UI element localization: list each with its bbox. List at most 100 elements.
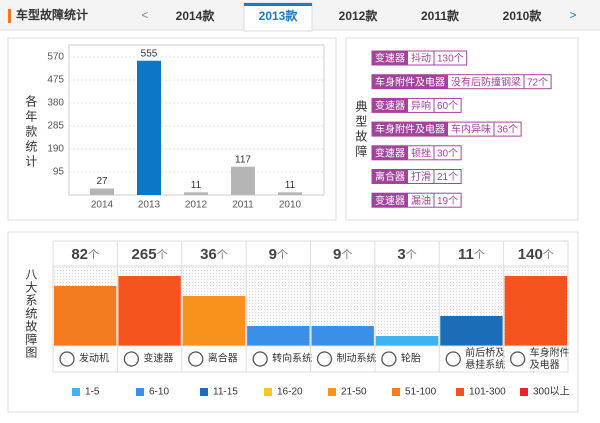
fault-category: 变速器 bbox=[375, 99, 405, 112]
fault-category: 变速器 bbox=[375, 146, 405, 159]
system-label: 发动机 bbox=[79, 352, 109, 365]
fault-panel bbox=[345, 37, 579, 221]
fault-count: 30个 bbox=[437, 147, 458, 159]
count-number: 9 bbox=[333, 246, 341, 263]
count-unit: 个 bbox=[88, 248, 99, 261]
tab-active-bg bbox=[243, 2, 313, 32]
page-title: 车型故障统计 bbox=[16, 7, 88, 22]
year-tab[interactable]: 2010款 bbox=[503, 8, 543, 23]
legend-swatch bbox=[264, 388, 272, 396]
fault-count: 60个 bbox=[437, 100, 458, 112]
count-number: 265 bbox=[132, 246, 157, 263]
system-count: 9个 bbox=[269, 246, 288, 263]
system-count: 36个 bbox=[200, 246, 228, 263]
system-count: 82个 bbox=[71, 246, 99, 263]
legend-swatch bbox=[392, 388, 400, 396]
year-tab[interactable]: 2011款 bbox=[421, 8, 460, 23]
value-label: 11 bbox=[191, 180, 202, 191]
system-label: 制动系统 bbox=[337, 352, 377, 365]
legend-swatch bbox=[328, 388, 336, 396]
count-number: 3 bbox=[397, 246, 405, 263]
tab-active-top bbox=[244, 3, 312, 6]
year-tab[interactable]: 2014款 bbox=[176, 8, 216, 23]
count-unit: 个 bbox=[474, 248, 485, 261]
fault-issue: 打滑 bbox=[411, 170, 431, 183]
value-label: 11 bbox=[285, 180, 296, 191]
title-accent bbox=[8, 9, 11, 23]
system-title: 八大系统故障图 bbox=[24, 268, 38, 359]
plot-frame bbox=[68, 44, 325, 196]
year-tab[interactable]: 2012款 bbox=[339, 8, 379, 23]
bar bbox=[90, 188, 114, 195]
fault-category: 车身附件及电器 bbox=[375, 75, 445, 88]
count-unit: 个 bbox=[406, 248, 417, 261]
system-label: 轮胎 bbox=[401, 352, 421, 365]
label-line: 及电器 bbox=[530, 358, 560, 371]
fault-issue: 漏油 bbox=[411, 194, 431, 207]
system-label: 离合器 bbox=[208, 352, 238, 365]
count-number: 140 bbox=[518, 246, 543, 263]
fault-issue: 顿挫 bbox=[411, 146, 431, 159]
y-tick-label: 380 bbox=[47, 98, 64, 109]
legend-label: 300以上 bbox=[533, 386, 570, 398]
system-count: 265个 bbox=[132, 246, 168, 263]
x-tick-label: 2014 bbox=[91, 200, 114, 211]
system-label: 前后桥及悬挂系统 bbox=[465, 346, 505, 371]
count-number: 82 bbox=[71, 246, 88, 263]
fault-count: 21个 bbox=[437, 171, 458, 183]
system-label: 转向系统 bbox=[272, 352, 312, 365]
bar bbox=[231, 166, 255, 195]
count-unit: 个 bbox=[157, 248, 168, 261]
legend-label: 101-300 bbox=[469, 387, 506, 398]
fault-issue: 抖动 bbox=[411, 52, 431, 65]
fault-issue: 异响 bbox=[411, 99, 431, 112]
system-icon bbox=[59, 351, 75, 367]
y-tick-label: 570 bbox=[47, 52, 64, 63]
fault-category: 车身附件及电器 bbox=[375, 123, 445, 136]
legend-label: 51-100 bbox=[405, 387, 437, 398]
count-number: 11 bbox=[458, 246, 474, 263]
system-count: 11个 bbox=[458, 246, 485, 263]
fault-issue: 车内异味 bbox=[451, 123, 491, 136]
fault-category-bg bbox=[372, 98, 408, 113]
system-icon bbox=[123, 351, 140, 367]
legend-swatch bbox=[456, 388, 464, 396]
fault-category-bg bbox=[372, 193, 408, 208]
system-bar bbox=[118, 276, 181, 346]
label-line: 前后桥及 bbox=[465, 346, 505, 359]
system-bar bbox=[54, 286, 117, 346]
system-label: 变速器 bbox=[143, 352, 173, 365]
value-label: 117 bbox=[235, 154, 251, 165]
fault-count: 36个 bbox=[497, 124, 518, 136]
fault-category-bg bbox=[372, 74, 448, 89]
tab-prev[interactable]: < bbox=[141, 8, 148, 22]
fault-count: 72个 bbox=[527, 76, 548, 88]
y-tick-label: 95 bbox=[53, 167, 65, 178]
y-tick-label: 190 bbox=[47, 144, 64, 155]
label-line: 车身附件 bbox=[530, 346, 570, 359]
bar bbox=[184, 192, 208, 195]
system-label: 车身附件及电器 bbox=[530, 346, 570, 371]
year-panel bbox=[7, 37, 337, 221]
year-tab[interactable]: 2013款 bbox=[259, 8, 299, 23]
count-unit: 个 bbox=[543, 248, 554, 261]
label-line: 悬挂系统 bbox=[465, 358, 505, 371]
fault-title: 典型故障 bbox=[354, 100, 368, 160]
fault-category-bg bbox=[372, 169, 408, 184]
x-tick-label: 2011 bbox=[232, 200, 254, 211]
x-tick-label: 2010 bbox=[279, 200, 302, 211]
fault-count: 19个 bbox=[437, 195, 458, 207]
system-bar bbox=[311, 326, 374, 346]
tab-next[interactable]: > bbox=[569, 8, 576, 22]
count-unit: 个 bbox=[217, 248, 228, 261]
system-count: 3个 bbox=[397, 246, 416, 263]
y-axis-label: 各年款统计 bbox=[24, 94, 38, 170]
system-icon bbox=[188, 351, 204, 367]
bar bbox=[137, 60, 161, 196]
system-icon bbox=[445, 351, 461, 367]
fault-category: 离合器 bbox=[375, 170, 405, 183]
count-number: 36 bbox=[200, 246, 217, 263]
legend-swatch bbox=[200, 388, 208, 396]
system-bar bbox=[504, 276, 567, 346]
system-icon bbox=[381, 351, 397, 367]
